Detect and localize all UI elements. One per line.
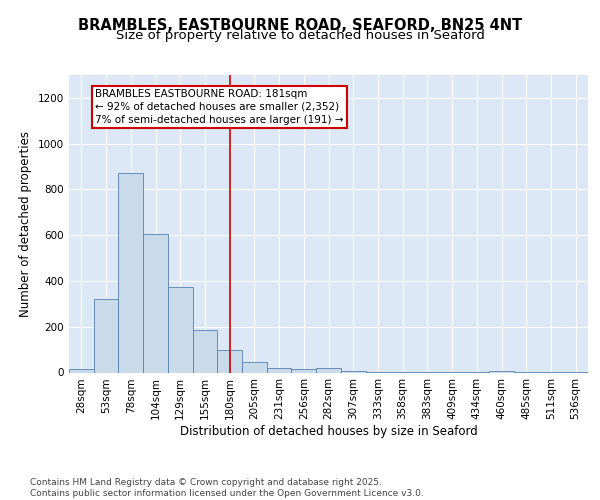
Bar	[69, 369, 94, 372]
Bar	[94, 300, 118, 372]
Bar	[316, 368, 341, 372]
Bar	[118, 174, 143, 372]
Text: Size of property relative to detached houses in Seaford: Size of property relative to detached ho…	[116, 29, 484, 42]
Text: Contains HM Land Registry data © Crown copyright and database right 2025.
Contai: Contains HM Land Registry data © Crown c…	[30, 478, 424, 498]
Bar	[168, 286, 193, 372]
Bar	[489, 370, 514, 372]
Text: BRAMBLES EASTBOURNE ROAD: 181sqm
← 92% of detached houses are smaller (2,352)
7%: BRAMBLES EASTBOURNE ROAD: 181sqm ← 92% o…	[95, 88, 343, 125]
Bar	[242, 362, 267, 372]
Bar	[267, 368, 292, 372]
Bar	[217, 350, 242, 372]
Bar	[143, 234, 168, 372]
Bar	[292, 369, 316, 372]
Bar	[193, 330, 217, 372]
Y-axis label: Number of detached properties: Number of detached properties	[19, 130, 32, 317]
Text: BRAMBLES, EASTBOURNE ROAD, SEAFORD, BN25 4NT: BRAMBLES, EASTBOURNE ROAD, SEAFORD, BN25…	[78, 18, 522, 32]
X-axis label: Distribution of detached houses by size in Seaford: Distribution of detached houses by size …	[179, 425, 478, 438]
